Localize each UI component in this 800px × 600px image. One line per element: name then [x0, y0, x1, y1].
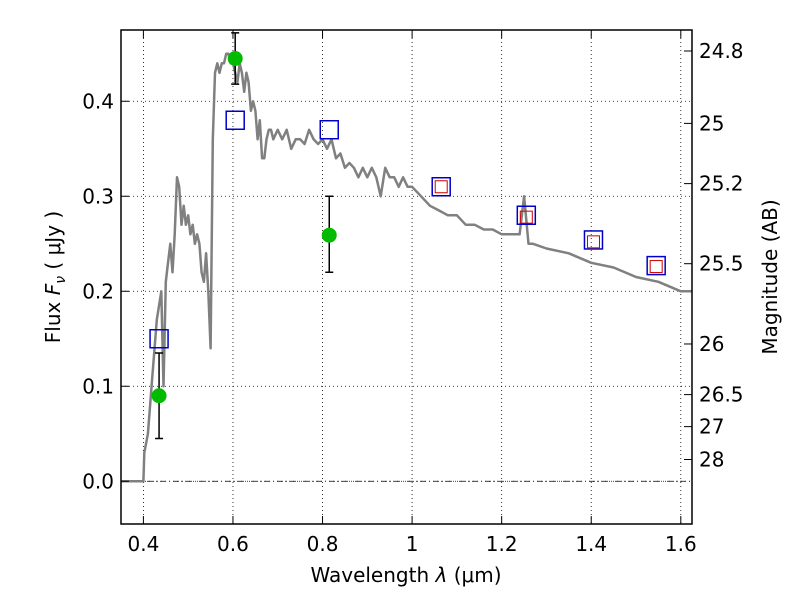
x-tick-label: 0.6 [217, 532, 249, 556]
y-tick-label: 0.2 [82, 279, 114, 303]
magnitude-tick-label: 26 [699, 332, 724, 356]
x-tick-label: 0.4 [127, 532, 159, 556]
magnitude-tick-label: 26.5 [699, 383, 744, 407]
x-tick-label: 1.6 [665, 532, 697, 556]
y-tick-label: 0.4 [82, 89, 114, 113]
magnitude-tick-label: 25 [699, 111, 724, 135]
plot-area [121, 32, 692, 483]
x-tick-label: 0.8 [307, 532, 339, 556]
predicted-photometry-square [586, 235, 600, 249]
model-photometry-square [225, 110, 245, 130]
plot-frame [120, 29, 693, 525]
magnitude-tick-label: 25.2 [699, 172, 744, 196]
model-photometry-square [516, 205, 537, 225]
y-tick-label: 0.0 [82, 469, 114, 493]
predicted-photometry-square [434, 180, 448, 194]
axis-ticks [121, 30, 692, 524]
y-axis-title: Flux Fν ( μJy ) [41, 211, 69, 343]
x-tick-label: 1.4 [575, 532, 607, 556]
model-photometry-square [431, 177, 451, 197]
magnitude-tick-label: 25.5 [699, 252, 744, 276]
x-tick-label: 1 [406, 532, 419, 556]
sed-model-line [121, 52, 692, 483]
series-group [121, 32, 692, 483]
model-photometry-square [646, 255, 666, 276]
observed-flux-point [321, 227, 337, 243]
y-tick-label: 0.1 [82, 374, 114, 398]
x-tick-label: 1.2 [486, 532, 518, 556]
tick-labels: 0.4 0.6 0.8 1 1.2 1.4 1.6 0.0 0.1 0.2 0.3 0.4 24.8 25… [82, 39, 743, 556]
observed-flux-point [227, 51, 243, 66]
magnitude-tick-label: 24.8 [699, 39, 744, 63]
magnitude-tick-label: 27 [699, 415, 724, 439]
predicted-photometry-square [649, 260, 663, 274]
model-photometry-square [149, 329, 169, 349]
y-tick-label: 0.3 [82, 184, 114, 208]
predicted-photometry-square [519, 210, 533, 224]
observed-flux-point [151, 388, 167, 404]
magnitude-tick-label: 28 [699, 447, 724, 471]
model-photometry-square [583, 230, 604, 250]
magnitude-axis-title: Magnitude (AB) [758, 199, 782, 354]
model-photometry-square [319, 120, 339, 140]
x-axis-title: Wavelength λ (μm) [310, 563, 501, 587]
